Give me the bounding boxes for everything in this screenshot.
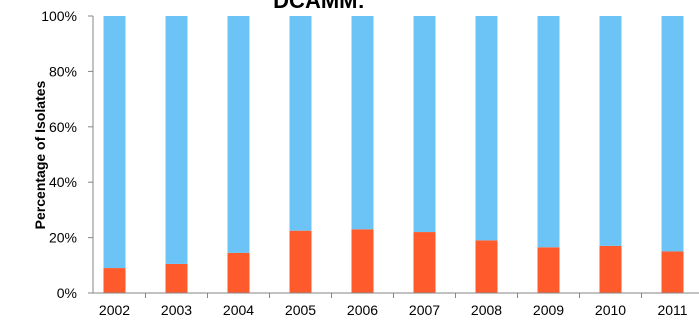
y-tick-label: 20% — [49, 230, 77, 246]
bar-2009-segment-2 — [537, 16, 560, 248]
y-tick-label: 100% — [41, 8, 77, 24]
bar-2008-segment-2 — [475, 16, 498, 241]
x-tick-label: 2002 — [99, 302, 130, 318]
bar-2011-segment-1 — [661, 251, 684, 293]
y-axis: 0% 20% 40% 60% 80% 100% — [41, 8, 94, 301]
bar-2008-segment-1 — [475, 240, 498, 293]
x-axis: 2002 2003 2004 2005 2006 2007 2008 2009 2010 2011 — [93, 292, 699, 318]
x-tick-label: 2003 — [161, 302, 192, 318]
y-tick-label: 40% — [49, 174, 77, 190]
bar-2011-segment-2 — [661, 16, 684, 252]
bar-2010-segment-2 — [599, 16, 622, 246]
bar-2006-segment-2 — [351, 16, 374, 230]
bar-2007-segment-1 — [413, 232, 436, 293]
y-tick-label: 0% — [57, 285, 77, 301]
x-tick-label: 2010 — [595, 302, 626, 318]
bar-2007-segment-2 — [413, 16, 436, 233]
bar-2002-segment-1 — [103, 268, 126, 293]
x-tick-label: 2009 — [533, 302, 564, 318]
bar-2009-segment-1 — [537, 247, 560, 293]
bar-2006-segment-1 — [351, 229, 374, 293]
bar-2004-segment-1 — [227, 252, 250, 293]
x-tick-label: 2005 — [285, 302, 316, 318]
chart-title: DCAMM: — [273, 0, 365, 13]
y-tick-label: 60% — [49, 119, 77, 135]
bar-2004-segment-2 — [227, 16, 250, 253]
bar-2003-segment-1 — [165, 263, 188, 293]
bar-2005-segment-1 — [289, 230, 312, 293]
x-tick-label: 2004 — [223, 302, 254, 318]
bar-2005-segment-2 — [289, 16, 312, 231]
bar-2010-segment-1 — [599, 245, 622, 293]
x-tick-label: 2006 — [347, 302, 378, 318]
bar-series-group — [103, 16, 684, 293]
x-tick-label: 2011 — [657, 302, 687, 318]
bar-2002-segment-2 — [103, 16, 126, 269]
x-tick-label: 2008 — [471, 302, 502, 318]
y-axis-label: Percentage of Isolates — [32, 80, 48, 229]
bar-2003-segment-2 — [165, 16, 188, 264]
x-tick-label: 2007 — [409, 302, 440, 318]
y-tick-label: 80% — [49, 63, 77, 79]
